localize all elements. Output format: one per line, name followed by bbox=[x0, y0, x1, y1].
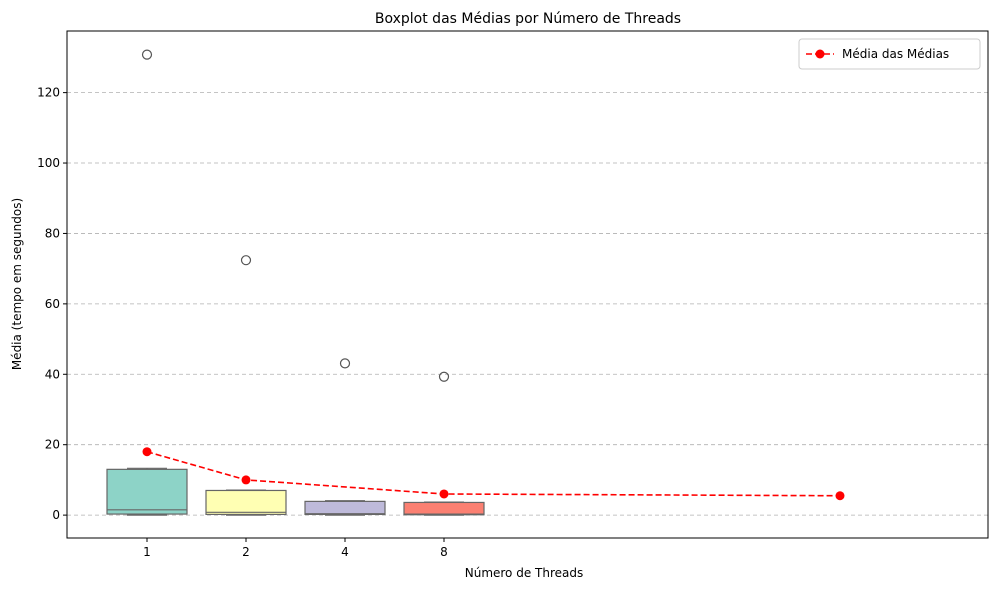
box-2 bbox=[205, 255, 287, 516]
mean-point bbox=[439, 489, 449, 499]
y-axis: 0 20 40 60 80 100 120 bbox=[37, 86, 67, 522]
x-tick-label: 2 bbox=[242, 545, 250, 559]
mean-point bbox=[142, 447, 152, 457]
y-tick-label: 100 bbox=[37, 156, 60, 170]
y-tick-label: 120 bbox=[37, 86, 60, 100]
box-body bbox=[205, 489, 287, 516]
outlier-point bbox=[240, 255, 252, 266]
mean-point bbox=[241, 475, 251, 485]
mean-point bbox=[835, 491, 845, 501]
plot-frame bbox=[66, 30, 989, 539]
outlier-point bbox=[339, 358, 351, 369]
box-4 bbox=[304, 358, 386, 516]
legend-marker bbox=[815, 49, 825, 59]
box-1 bbox=[106, 49, 188, 516]
y-gridlines bbox=[67, 92, 988, 516]
y-tick-label: 40 bbox=[45, 367, 60, 381]
x-tick-label: 1 bbox=[143, 545, 151, 559]
y-tick-label: 80 bbox=[45, 226, 60, 240]
y-tick-label: 60 bbox=[45, 297, 60, 311]
y-tick-label: 20 bbox=[45, 438, 60, 452]
y-tick-label: 0 bbox=[52, 508, 60, 522]
box-8 bbox=[403, 371, 485, 516]
legend-label: Média das Médias bbox=[842, 47, 949, 61]
x-tick-label: 4 bbox=[341, 545, 349, 559]
boxes-layer bbox=[106, 49, 485, 516]
box-body bbox=[106, 468, 188, 515]
box-body bbox=[403, 501, 485, 516]
x-axis: 1 2 4 8 bbox=[143, 538, 448, 559]
box-body bbox=[304, 500, 386, 516]
legend: Média das Médias bbox=[798, 38, 981, 70]
outlier-point bbox=[141, 49, 153, 60]
legend-box bbox=[798, 38, 981, 70]
x-tick-label: 8 bbox=[440, 545, 448, 559]
x-axis-label: Número de Threads bbox=[465, 566, 584, 580]
outlier-point bbox=[438, 371, 450, 382]
mean-line bbox=[146, 450, 841, 497]
chart-title: Boxplot das Médias por Número de Threads bbox=[375, 11, 681, 27]
y-axis-label: Média (tempo em segundos) bbox=[10, 198, 24, 370]
mean-line-layer bbox=[142, 447, 845, 501]
